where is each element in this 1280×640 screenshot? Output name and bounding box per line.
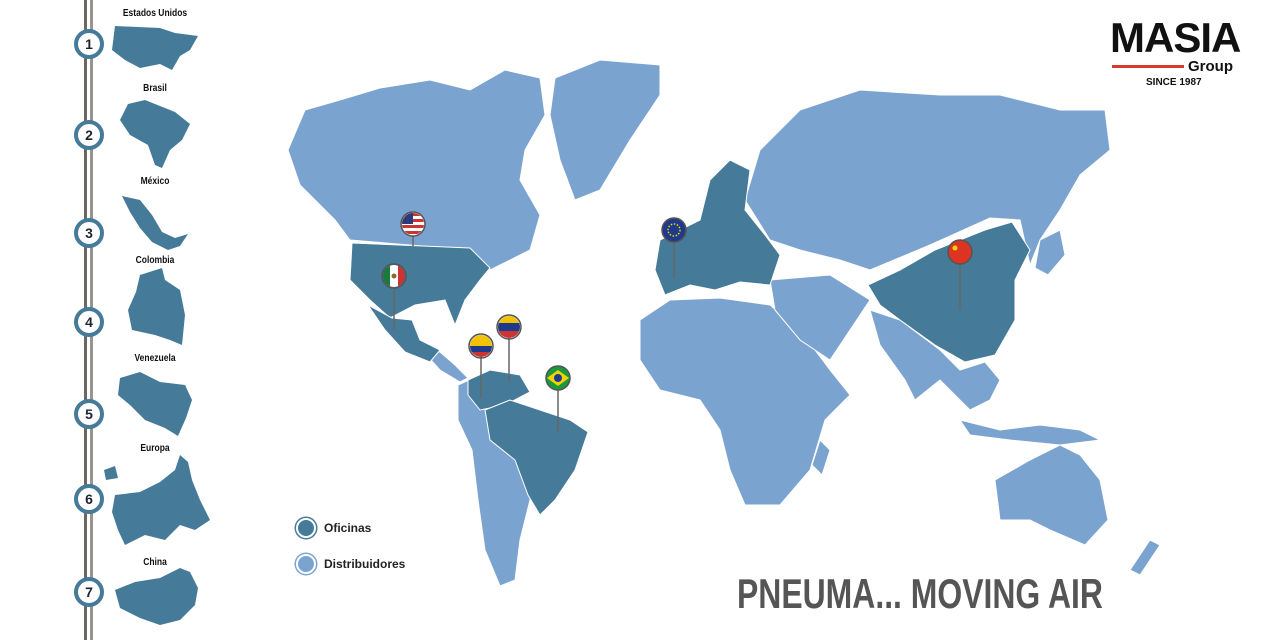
- step-6: 6: [74, 484, 104, 514]
- colombia-silhouette: [128, 268, 185, 345]
- pin-brazil[interactable]: [545, 365, 571, 432]
- colombia-flag-icon: [468, 333, 494, 359]
- region-europe: [654, 159, 781, 296]
- label-mexico: México: [140, 176, 170, 187]
- office-swatch: [296, 518, 316, 538]
- legend-distributors-label: Distribuidores: [324, 557, 406, 571]
- region-japan: [1034, 229, 1066, 276]
- label-estados-unidos: Estados Unidos: [122, 8, 188, 19]
- region-china: [867, 221, 1031, 363]
- logo-name: MASIA: [1110, 14, 1241, 61]
- pin-usa[interactable]: [400, 211, 426, 246]
- masia-logo: MASIA Group SINCE 1987: [1110, 14, 1250, 89]
- china-flag-icon: [947, 239, 973, 265]
- logo-since: SINCE 1987: [1146, 77, 1202, 88]
- region-mexico: [367, 304, 441, 363]
- region-north-america: [287, 69, 546, 271]
- pin-colombia[interactable]: [468, 333, 494, 398]
- region-africa: [639, 297, 851, 506]
- mexico-flag-icon: [381, 263, 407, 289]
- region-usa: [349, 242, 491, 327]
- venezuela-flag-icon: [496, 314, 522, 340]
- label-china: China: [143, 557, 167, 568]
- usa-flag-icon: [400, 211, 426, 237]
- brazil-flag-icon: [545, 365, 571, 391]
- pin-europe[interactable]: [661, 217, 687, 278]
- usa-silhouette: [112, 26, 198, 70]
- region-south-asia: [869, 309, 1001, 411]
- region-middle-east: [769, 274, 871, 361]
- step-1: 1: [74, 29, 104, 59]
- label-brasil: Brasil: [143, 83, 167, 94]
- logo-group: Group: [1188, 58, 1233, 75]
- step-2: 2: [74, 120, 104, 150]
- legend-offices-label: Oficinas: [324, 521, 372, 535]
- step-3: 3: [74, 218, 104, 248]
- pin-mexico[interactable]: [381, 263, 407, 330]
- logo-red-line: [1112, 65, 1184, 68]
- step-7: 7: [74, 577, 104, 607]
- mexico-silhouette: [122, 196, 188, 250]
- label-europa: Europa: [140, 443, 170, 454]
- label-colombia: Colombia: [135, 255, 175, 266]
- slogan: PNEUMA... MOVING AIR: [737, 570, 1103, 617]
- region-indonesia: [958, 419, 1102, 446]
- region-australia: [994, 444, 1161, 576]
- legend-distributors: Distribuidores: [296, 554, 405, 574]
- china-silhouette: [115, 568, 198, 625]
- distributor-swatch: [296, 554, 316, 574]
- region-brazil: [484, 399, 589, 516]
- brazil-silhouette: [120, 100, 190, 168]
- pin-venezuela[interactable]: [496, 314, 522, 382]
- legend-offices: Oficinas: [296, 518, 371, 538]
- pin-china[interactable]: [947, 239, 973, 310]
- step-4: 4: [74, 307, 104, 337]
- venezuela-silhouette: [118, 372, 192, 436]
- region-asia: [744, 89, 1111, 271]
- eu-flag-icon: [661, 217, 687, 243]
- region-greenland: [549, 59, 661, 201]
- label-venezuela: Venezuela: [134, 353, 176, 364]
- region-colombia-venezuela: [467, 369, 531, 411]
- step-5: 5: [74, 399, 104, 429]
- europe-silhouette: [104, 455, 210, 545]
